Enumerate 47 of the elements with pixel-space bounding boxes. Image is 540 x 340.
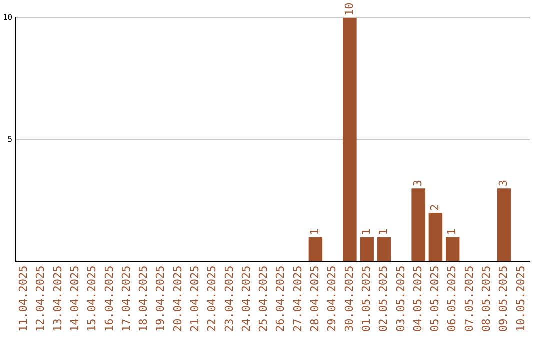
x-tick-label: 21.04.2025	[188, 266, 202, 332]
x-tick-label: 11.04.2025	[17, 266, 30, 332]
x-tick-label: 18.04.2025	[137, 266, 150, 332]
x-tick-label: 20.04.2025	[171, 266, 184, 332]
x-tick-label: 10.05.2025	[514, 266, 528, 332]
bar	[308, 237, 323, 262]
y-tick-label: 5	[8, 134, 13, 144]
x-tick-label: 09.05.2025	[497, 266, 510, 332]
bar	[428, 213, 443, 262]
x-tick-label: 06.05.2025	[446, 266, 459, 332]
bar	[343, 18, 357, 262]
x-tick-label: 07.05.2025	[462, 266, 476, 332]
x-tick-label: 19.04.2025	[154, 266, 168, 332]
x-tick-label: 25.04.2025	[257, 266, 270, 332]
x-tick-label: 12.04.2025	[34, 266, 48, 332]
x-tick-label: 22.04.2025	[206, 266, 219, 332]
x-tick-label: 23.04.2025	[222, 266, 236, 332]
data-label: 1	[377, 228, 390, 236]
x-tick-label: 02.05.2025	[377, 266, 390, 332]
data-label: 2	[428, 204, 442, 212]
x-tick-label: 16.04.2025	[102, 266, 116, 332]
x-tick-label: 03.05.2025	[394, 266, 408, 332]
x-tick-label: 28.04.2025	[308, 266, 322, 332]
x-tick-label: 13.04.2025	[51, 266, 64, 332]
bar	[446, 237, 460, 262]
data-label: 1	[446, 228, 459, 236]
x-tick-label: 08.05.2025	[480, 266, 493, 332]
data-label: 1	[308, 228, 322, 236]
bar	[412, 188, 426, 262]
bar	[360, 237, 374, 262]
x-tick-label: 27.04.2025	[291, 266, 304, 332]
x-tick-label: 05.05.2025	[428, 266, 442, 332]
x-tick-label: 30.04.2025	[342, 266, 356, 332]
x-tick-label: 29.04.2025	[326, 266, 339, 332]
data-label: 3	[411, 180, 424, 187]
x-tick-label: 04.05.2025	[411, 266, 424, 332]
x-tick-label: 26.04.2025	[274, 266, 288, 332]
x-tick-label: 15.04.2025	[86, 266, 99, 332]
x-tick-label: 17.04.2025	[120, 266, 133, 332]
bar	[497, 188, 512, 262]
x-tick-label: 14.04.2025	[68, 266, 82, 332]
data-label: 3	[497, 180, 510, 187]
x-tick-label: 01.05.2025	[360, 266, 373, 332]
data-label: 1	[360, 228, 373, 236]
x-tick-label: 24.04.2025	[240, 266, 253, 332]
data-label: 10	[342, 2, 356, 16]
bar	[377, 237, 392, 262]
